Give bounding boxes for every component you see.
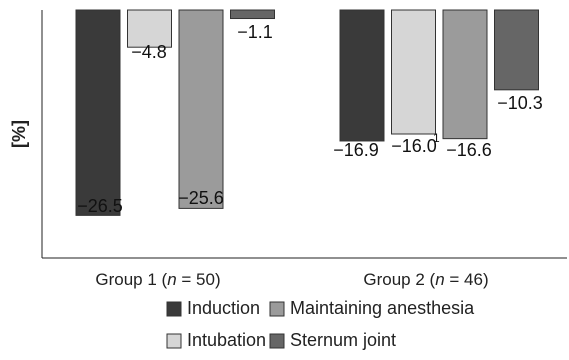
data-label-sternum-joint-group-1: −1.1	[237, 22, 273, 42]
x-label-group-2: Group 2 (n = 46)	[363, 270, 488, 289]
data-label-induction-group-1: −26.5	[77, 196, 123, 216]
legend-label-maintaining-anesthesia: Maintaining anesthesia	[290, 298, 475, 318]
x-label-prefix: Group 1 (	[95, 270, 167, 289]
y-axis-label: [%]	[9, 120, 29, 148]
data-label-maintaining-anesthesia-group-1: −25.6	[178, 188, 224, 208]
x-label-group-1: Group 1 (n = 50)	[95, 270, 220, 289]
x-label-suffix: = 46)	[445, 270, 489, 289]
bar-sternum-joint-group-1	[230, 9, 275, 20]
legend-label-sternum-joint: Sternum joint	[290, 330, 396, 350]
data-label-sternum-joint-group-2: −10.3	[497, 93, 543, 113]
bar-intubation-group-1	[127, 9, 172, 48]
data-label-intubation-group-1: −4.8	[131, 42, 167, 62]
legend-swatch-sternum-joint	[269, 333, 285, 349]
data-label-maintaining-anesthesia-group-2: −16.6	[446, 140, 492, 160]
x-label-n: n	[435, 270, 444, 289]
footnote-marker: 1	[433, 131, 440, 145]
bar-induction-group-2	[339, 9, 385, 142]
legend-swatch-intubation	[166, 333, 182, 349]
legend-label-induction: Induction	[187, 298, 260, 318]
bar-induction-group-1	[75, 9, 121, 216]
x-label-suffix: = 50)	[177, 270, 221, 289]
x-label-n: n	[167, 270, 176, 289]
data-label-intubation-group-2: −16.0	[391, 136, 437, 156]
x-label-prefix: Group 2 (	[363, 270, 435, 289]
bar-sternum-joint-group-2	[494, 9, 539, 91]
data-label-induction-group-2: −16.9	[333, 140, 379, 160]
bar-intubation-group-2	[391, 9, 436, 135]
bar-maintaining-anesthesia-group-2	[442, 9, 488, 140]
bar-maintaining-anesthesia-group-1	[178, 9, 224, 209]
legend-swatch-induction	[166, 301, 182, 317]
legend-label-intubation: Intubation	[187, 330, 266, 350]
legend-swatch-maintaining-anesthesia	[269, 301, 285, 317]
